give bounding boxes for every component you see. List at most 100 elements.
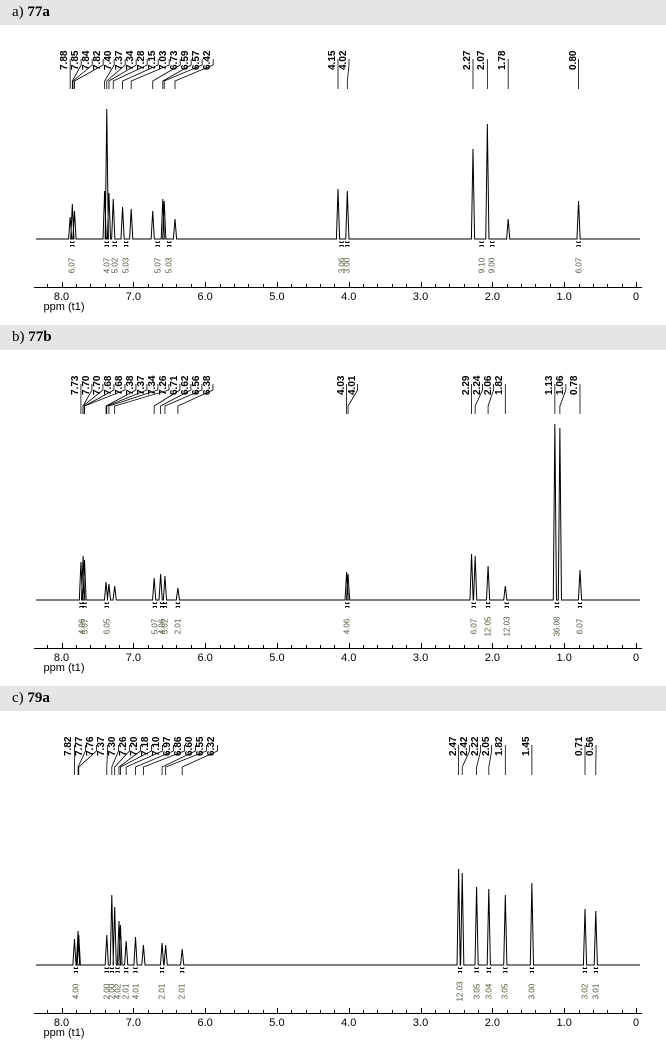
integral-bracket: ⎶ xyxy=(99,604,115,612)
integrals-row: ⎶6.07⎶4.07⎶5.02⎶5.03⎶5.07⎶5.03⎶3.06⎶3.00… xyxy=(0,243,666,273)
axis-tick-label: 5.0 xyxy=(269,652,284,664)
axis-tick-label: 5.0 xyxy=(269,1017,284,1029)
axis-tick-label: 5.0 xyxy=(269,291,284,303)
integral-bracket: ⎶ xyxy=(170,604,186,612)
integral-mark: ⎶ 4.06 xyxy=(340,604,356,634)
nmr-panel-a: a) 77a7.887.857.847.827.407.377.347.287.… xyxy=(0,0,666,325)
integral-bracket: ⎶ xyxy=(77,604,93,612)
peak-tick-connectors xyxy=(0,382,666,416)
panel-header: b) 77b xyxy=(0,325,666,350)
panel-header-label: c) xyxy=(12,690,27,706)
panel-header-label: a) xyxy=(12,4,27,20)
panel-header: a) 77a xyxy=(0,0,666,25)
axis-tick-label: 1.0 xyxy=(557,1017,572,1029)
axis-tick-label: 6.0 xyxy=(198,291,213,303)
integral-bracket: ⎶ xyxy=(450,969,470,977)
axis-title: ppm (t1) xyxy=(44,301,85,313)
axis-tick-label: 4.0 xyxy=(341,291,356,303)
axis-tick-label: 0 xyxy=(633,652,639,664)
integral-bracket: ⎶ xyxy=(571,243,587,251)
integral-bracket: ⎶ xyxy=(478,604,498,612)
integral-mark: ⎶5.03 xyxy=(118,243,134,273)
axis-tick-label: 7.0 xyxy=(126,1017,141,1029)
axis-tick-label: 3.0 xyxy=(413,291,428,303)
integral-bracket: ⎶ xyxy=(498,969,514,977)
panel-header-label: b) xyxy=(12,329,28,345)
axis-tick-label: 7.0 xyxy=(126,652,141,664)
integral-value: 6.07 xyxy=(575,619,584,635)
integral-value: 5.02 xyxy=(160,619,169,635)
integral-mark: ⎶6.07 xyxy=(65,243,81,273)
axis-tick-label: 6.0 xyxy=(198,1017,213,1029)
integral-value: 4.01 xyxy=(131,984,140,1000)
integral-bracket: ⎶ xyxy=(154,969,170,977)
integral-value: 6.07 xyxy=(469,619,478,635)
integrals-row: ⎶4.00⎶2.00⎶2.00⎶4.02⎶2.01⎶4.01⎶2.01⎶2.01… xyxy=(0,969,666,999)
integral-bracket: ⎶ xyxy=(128,969,144,977)
spectrum-plot xyxy=(0,779,666,979)
integral-mark: ⎶ 2.01 xyxy=(170,604,186,634)
integral-value: 5.07 xyxy=(80,619,89,635)
panel-header-compound: 77b xyxy=(28,329,51,345)
peak-tick-connectors xyxy=(0,57,666,91)
integral-mark: ⎶ 36.08 xyxy=(547,604,567,634)
integral-bracket: ⎶ xyxy=(572,604,588,612)
integral-bracket: ⎶ xyxy=(547,604,567,612)
panel-header-compound: 79a xyxy=(27,690,50,706)
integral-bracket: ⎶ xyxy=(524,969,540,977)
integral-mark: ⎶ 6.07 xyxy=(572,604,588,634)
integral-value: 2.01 xyxy=(173,619,182,635)
axis-title: ppm (t1) xyxy=(44,662,85,674)
integral-mark: ⎶ 12.03 xyxy=(450,969,470,999)
integral-value: 2.01 xyxy=(158,984,167,1000)
integral-mark: ⎶4.00 xyxy=(68,969,84,999)
panel-header-compound: 77a xyxy=(27,4,50,20)
integral-mark: ⎶3.00 xyxy=(524,969,540,999)
integral-bracket: ⎶ xyxy=(161,243,177,251)
nmr-panel-c: c) 79a7.827.777.767.377.307.267.207.187.… xyxy=(0,686,666,1051)
integral-value: 9.00 xyxy=(488,258,497,274)
axis-title: ppm (t1) xyxy=(44,1027,85,1039)
ppm-axis: 8.07.06.05.04.03.02.01.00ppm (t1) xyxy=(0,638,666,674)
nmr-panel-b: b) 77b7.737.707.707.687.687.387.377.347.… xyxy=(0,325,666,686)
integral-mark: ⎶9.00 xyxy=(485,243,501,273)
peak-tick-connectors xyxy=(0,743,666,777)
integral-mark: ⎶ 6.05 xyxy=(99,604,115,634)
axis-tick-label: 3.0 xyxy=(413,1017,428,1029)
integral-bracket: ⎶ xyxy=(588,969,604,977)
integral-mark: ⎶3.04 xyxy=(481,969,497,999)
panel-header: c) 79a xyxy=(0,686,666,711)
integral-bracket: ⎶ xyxy=(481,969,497,977)
spectrum-plot xyxy=(0,418,666,614)
integral-value: 6.05 xyxy=(102,619,111,635)
axis-tick-label: 6.0 xyxy=(198,652,213,664)
integral-mark: ⎶ 4.01 xyxy=(128,969,144,999)
integral-value: 6.07 xyxy=(574,258,583,274)
spectrum-area: 7.827.777.767.377.307.267.207.187.106.97… xyxy=(0,711,666,1051)
integral-bracket: ⎶ xyxy=(340,243,356,251)
integrals-row: ⎶4.06⎶5.07⎶6.05⎶5.07⎶4.06⎶5.02⎶2.01⎶4.06… xyxy=(0,604,666,634)
axis-tick-label: 0 xyxy=(633,291,639,303)
integral-value: 5.03 xyxy=(165,258,174,274)
integral-mark: ⎶ 5.03 xyxy=(161,243,177,273)
integral-mark: ⎶12.05 xyxy=(478,604,498,634)
axis-tick-label: 7.0 xyxy=(126,291,141,303)
integral-mark: ⎶ 2.01 xyxy=(154,969,170,999)
integral-value: 5.03 xyxy=(122,258,131,274)
integral-bracket: ⎶ xyxy=(497,604,517,612)
integral-bracket: ⎶ xyxy=(340,604,356,612)
axis-tick-label: 2.0 xyxy=(485,1017,500,1029)
integral-value: 3.05 xyxy=(472,984,481,1000)
integral-bracket: ⎶ xyxy=(68,969,84,977)
integral-mark: ⎶ 6.07 xyxy=(571,243,587,273)
spectrum-plot xyxy=(0,93,666,253)
axis-tick-label: 0 xyxy=(633,1017,639,1029)
integral-bracket: ⎶ xyxy=(65,243,81,251)
integral-value: 12.03 xyxy=(502,616,511,636)
integral-mark: ⎶ 12.03 xyxy=(497,604,517,634)
integral-value: 12.03 xyxy=(456,981,465,1001)
axis-tick-label: 4.0 xyxy=(341,652,356,664)
integral-value: 3.00 xyxy=(343,258,352,274)
integral-value: 4.06 xyxy=(343,619,352,635)
integral-value: 36.08 xyxy=(553,616,562,636)
